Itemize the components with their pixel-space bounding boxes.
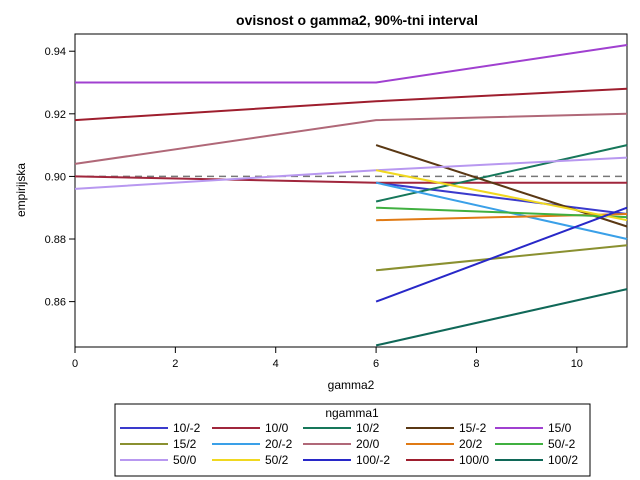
legend-label: 10/-2 xyxy=(173,421,201,435)
series-group xyxy=(74,44,628,347)
legend-label: 50/2 xyxy=(265,453,289,467)
legend-label: 20/2 xyxy=(459,437,483,451)
series-line-100--2 xyxy=(375,206,628,303)
series-line-15-0 xyxy=(75,44,628,84)
x-tick-label: 0 xyxy=(72,358,78,370)
legend-title: ngamma1 xyxy=(325,406,379,420)
x-tick-label: 8 xyxy=(473,358,479,370)
legend-items: 10/-2 10/0 10/2 15/-2 15/0 15/2 20/-2 20/0 20/2 5… xyxy=(120,421,578,467)
series-line-20--2 xyxy=(375,181,628,240)
legend-label: 100/-2 xyxy=(356,453,390,467)
series-line-10--2 xyxy=(375,181,628,215)
chart-title: ovisnost o gamma2, 90%-tni interval xyxy=(236,12,478,28)
legend-label: 15/0 xyxy=(548,421,572,435)
legend-label: 100/2 xyxy=(548,453,578,467)
series-line-50-2 xyxy=(375,169,628,222)
x-tick-label: 10 xyxy=(571,358,583,370)
series-line-15-2 xyxy=(376,244,628,272)
legend-label: 10/2 xyxy=(356,421,380,435)
y-tick-label: 0.94 xyxy=(45,46,66,58)
series-line-50--2 xyxy=(376,206,628,219)
plot-area xyxy=(74,33,628,348)
x-tick-label: 6 xyxy=(373,358,379,370)
legend-label: 20/-2 xyxy=(265,437,293,451)
series-line-100-2 xyxy=(375,288,628,347)
y-tick-label: 0.90 xyxy=(45,171,66,183)
series-line-15--2 xyxy=(375,144,628,228)
legend: ngamma1 10/-2 10/0 10/2 15/-2 15/0 15/2 20/-2 2… xyxy=(114,403,591,477)
y-axis-label: empirijska xyxy=(14,163,28,217)
y-axis: 0.86 0.88 0.90 0.92 0.94 xyxy=(45,46,75,309)
legend-label: 50/-2 xyxy=(548,437,576,451)
y-tick-label: 0.86 xyxy=(45,297,66,309)
legend-label: 10/0 xyxy=(265,421,289,435)
series-line-100-0 xyxy=(74,87,628,122)
legend-box xyxy=(114,403,591,477)
y-tick-label: 0.92 xyxy=(45,109,66,121)
legend-label: 15/-2 xyxy=(459,421,487,435)
x-axis-label: gamma2 xyxy=(328,378,375,392)
series-line-20-0 xyxy=(74,112,628,165)
legend-label: 15/2 xyxy=(173,437,197,451)
legend-label: 100/0 xyxy=(459,453,489,467)
legend-label: 50/0 xyxy=(173,453,197,467)
x-tick-label: 4 xyxy=(273,358,279,370)
y-tick-label: 0.88 xyxy=(45,234,66,246)
x-tick-label: 2 xyxy=(172,358,178,370)
legend-label: 20/0 xyxy=(356,437,380,451)
x-axis: 0 2 4 6 8 10 xyxy=(72,347,583,370)
